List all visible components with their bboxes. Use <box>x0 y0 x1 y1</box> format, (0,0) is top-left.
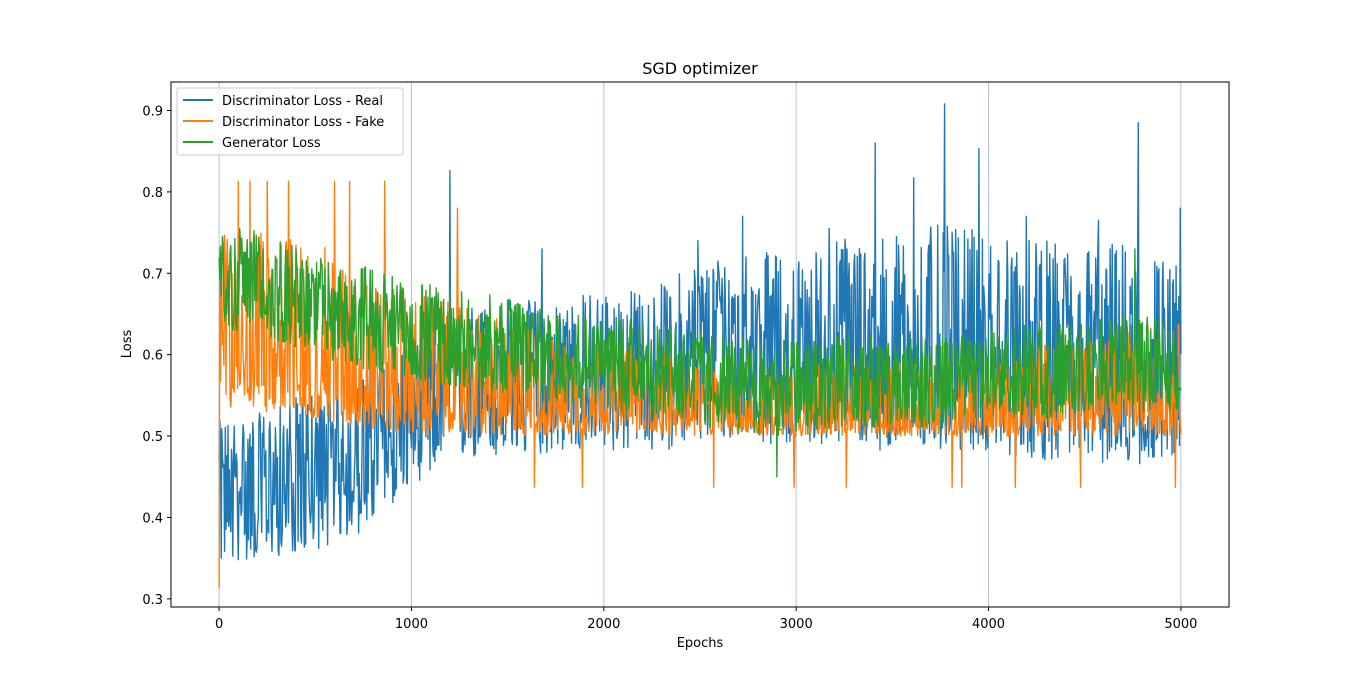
y-tick-label: 0.4 <box>142 511 163 526</box>
series-line-2 <box>218 227 1182 478</box>
plot-frame <box>170 81 1230 608</box>
x-axis-label: Epochs <box>677 636 724 651</box>
plot-area <box>170 81 1230 608</box>
series-layer <box>218 103 1182 589</box>
x-tick-label: 1000 <box>395 617 428 632</box>
y-tick-label: 0.8 <box>142 186 163 201</box>
legend-label: Discriminator Loss - Real <box>222 94 383 109</box>
x-tick-label: 4000 <box>972 617 1005 632</box>
y-tick-label: 0.9 <box>142 104 163 119</box>
y-axis: 0.3 0.4 0.5 0.6 0.7 0.8 0.9 <box>142 104 171 608</box>
legend-label: Discriminator Loss - Fake <box>222 115 384 130</box>
y-tick-label: 0.5 <box>142 430 163 445</box>
y-axis-label: Loss <box>120 330 135 359</box>
x-axis: 0 1000 2000 3000 4000 5000 <box>215 607 1197 632</box>
legend-items: Discriminator Loss - Real Discriminator L… <box>183 94 384 151</box>
x-tick-label: 0 <box>215 617 223 632</box>
legend-box <box>176 87 404 156</box>
y-tick-label: 0.7 <box>142 267 163 282</box>
x-tick-label: 2000 <box>587 617 620 632</box>
y-tick-label: 0.6 <box>142 349 163 364</box>
legend: Discriminator Loss - Real Discriminator L… <box>176 87 404 156</box>
chart-title: SGD optimizer <box>642 59 758 78</box>
x-tick-label: 5000 <box>1164 617 1197 632</box>
x-tick-label: 3000 <box>780 617 813 632</box>
series-line-1 <box>218 180 1182 589</box>
y-tick-label: 0.3 <box>142 593 163 608</box>
legend-label: Generator Loss <box>222 136 321 151</box>
